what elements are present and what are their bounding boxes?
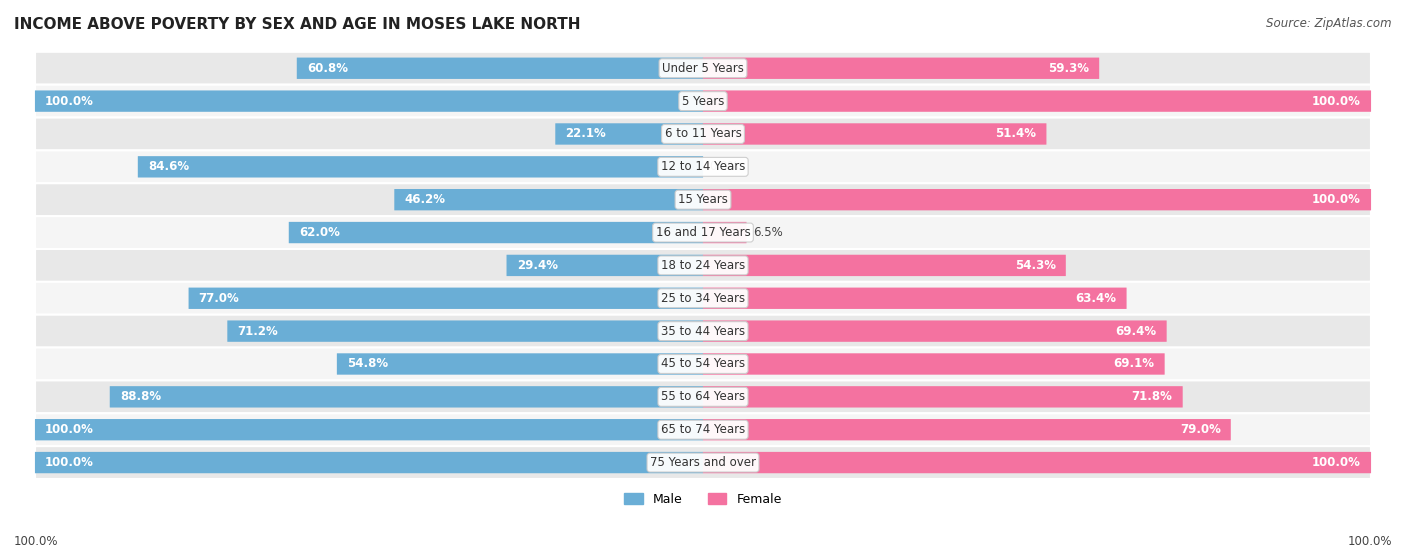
Text: 6 to 11 Years: 6 to 11 Years [665, 127, 741, 140]
Text: 15 Years: 15 Years [678, 193, 728, 206]
Text: Source: ZipAtlas.com: Source: ZipAtlas.com [1267, 17, 1392, 30]
FancyBboxPatch shape [703, 255, 1066, 276]
Text: INCOME ABOVE POVERTY BY SEX AND AGE IN MOSES LAKE NORTH: INCOME ABOVE POVERTY BY SEX AND AGE IN M… [14, 17, 581, 32]
FancyBboxPatch shape [703, 91, 1371, 112]
FancyBboxPatch shape [555, 124, 703, 145]
Text: 100.0%: 100.0% [1312, 193, 1361, 206]
FancyBboxPatch shape [506, 255, 703, 276]
Text: 59.3%: 59.3% [1047, 61, 1090, 75]
FancyBboxPatch shape [228, 320, 703, 342]
FancyBboxPatch shape [35, 413, 1371, 446]
FancyBboxPatch shape [35, 381, 1371, 413]
FancyBboxPatch shape [703, 58, 1099, 79]
FancyBboxPatch shape [35, 315, 1371, 348]
Text: 79.0%: 79.0% [1180, 423, 1220, 436]
Text: 63.4%: 63.4% [1076, 292, 1116, 305]
Text: 88.8%: 88.8% [120, 390, 162, 404]
Text: 69.1%: 69.1% [1114, 358, 1154, 371]
Text: 54.3%: 54.3% [1015, 259, 1056, 272]
Text: 5 Years: 5 Years [682, 94, 724, 108]
Text: 45 to 54 Years: 45 to 54 Years [661, 358, 745, 371]
FancyBboxPatch shape [35, 150, 1371, 183]
FancyBboxPatch shape [35, 348, 1371, 381]
Text: Under 5 Years: Under 5 Years [662, 61, 744, 75]
FancyBboxPatch shape [703, 353, 1164, 375]
FancyBboxPatch shape [138, 156, 703, 178]
FancyBboxPatch shape [288, 222, 703, 243]
FancyBboxPatch shape [35, 91, 703, 112]
FancyBboxPatch shape [35, 452, 703, 473]
FancyBboxPatch shape [35, 249, 1371, 282]
Text: 75 Years and over: 75 Years and over [650, 456, 756, 469]
Text: 16 and 17 Years: 16 and 17 Years [655, 226, 751, 239]
Legend: Male, Female: Male, Female [619, 487, 787, 511]
FancyBboxPatch shape [297, 58, 703, 79]
FancyBboxPatch shape [703, 419, 1230, 440]
Text: 12 to 14 Years: 12 to 14 Years [661, 160, 745, 173]
FancyBboxPatch shape [35, 446, 1371, 479]
Text: 100.0%: 100.0% [14, 535, 59, 548]
Text: 100.0%: 100.0% [45, 456, 94, 469]
Text: 46.2%: 46.2% [405, 193, 446, 206]
Text: 6.5%: 6.5% [754, 226, 783, 239]
FancyBboxPatch shape [337, 353, 703, 375]
FancyBboxPatch shape [110, 386, 703, 408]
FancyBboxPatch shape [188, 287, 703, 309]
FancyBboxPatch shape [35, 282, 1371, 315]
FancyBboxPatch shape [35, 117, 1371, 150]
FancyBboxPatch shape [703, 189, 1371, 210]
Text: 100.0%: 100.0% [1312, 94, 1361, 108]
FancyBboxPatch shape [35, 216, 1371, 249]
Text: 62.0%: 62.0% [299, 226, 340, 239]
Text: 69.4%: 69.4% [1115, 325, 1157, 338]
Text: 100.0%: 100.0% [45, 423, 94, 436]
Text: 51.4%: 51.4% [995, 127, 1036, 140]
Text: 22.1%: 22.1% [565, 127, 606, 140]
Text: 54.8%: 54.8% [347, 358, 388, 371]
Text: 35 to 44 Years: 35 to 44 Years [661, 325, 745, 338]
FancyBboxPatch shape [35, 84, 1371, 117]
Text: 55 to 64 Years: 55 to 64 Years [661, 390, 745, 404]
Text: 0.0%: 0.0% [710, 160, 740, 173]
FancyBboxPatch shape [703, 452, 1371, 473]
Text: 84.6%: 84.6% [148, 160, 188, 173]
FancyBboxPatch shape [35, 183, 1371, 216]
Text: 77.0%: 77.0% [198, 292, 239, 305]
FancyBboxPatch shape [703, 320, 1167, 342]
FancyBboxPatch shape [703, 124, 1046, 145]
FancyBboxPatch shape [703, 222, 747, 243]
Text: 29.4%: 29.4% [516, 259, 558, 272]
Text: 25 to 34 Years: 25 to 34 Years [661, 292, 745, 305]
Text: 65 to 74 Years: 65 to 74 Years [661, 423, 745, 436]
Text: 100.0%: 100.0% [1347, 535, 1392, 548]
Text: 60.8%: 60.8% [307, 61, 347, 75]
Text: 100.0%: 100.0% [1312, 456, 1361, 469]
Text: 71.2%: 71.2% [238, 325, 278, 338]
FancyBboxPatch shape [35, 419, 703, 440]
FancyBboxPatch shape [703, 287, 1126, 309]
FancyBboxPatch shape [703, 386, 1182, 408]
FancyBboxPatch shape [35, 52, 1371, 84]
Text: 71.8%: 71.8% [1132, 390, 1173, 404]
Text: 18 to 24 Years: 18 to 24 Years [661, 259, 745, 272]
Text: 100.0%: 100.0% [45, 94, 94, 108]
FancyBboxPatch shape [394, 189, 703, 210]
